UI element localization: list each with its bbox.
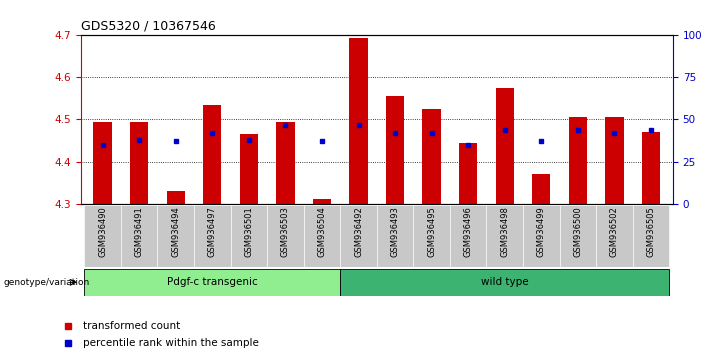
Bar (276, 121, 294, 204)
Bar (121, 205, 158, 267)
Text: wild type: wild type (481, 277, 529, 287)
Bar (606, 118, 624, 204)
Text: Pdgf-c transgenic: Pdgf-c transgenic (167, 277, 258, 287)
Text: GSM936496: GSM936496 (463, 207, 472, 257)
Text: GSM936490: GSM936490 (98, 207, 107, 257)
Bar (84, 269, 340, 296)
Bar (84, 205, 121, 267)
Text: GSM936497: GSM936497 (207, 207, 217, 257)
Bar (349, 38, 367, 204)
Text: GSM936502: GSM936502 (610, 207, 619, 257)
Bar (496, 88, 514, 204)
Bar (414, 205, 450, 267)
Bar (194, 205, 231, 267)
Bar (569, 118, 587, 204)
Bar (377, 205, 414, 267)
Bar (633, 205, 669, 267)
Text: GSM936503: GSM936503 (281, 207, 290, 257)
Text: GSM936498: GSM936498 (501, 207, 509, 257)
Text: GSM936494: GSM936494 (171, 207, 180, 257)
Text: GSM936499: GSM936499 (537, 207, 546, 257)
Bar (267, 205, 304, 267)
Bar (596, 205, 633, 267)
Bar (386, 96, 404, 204)
Text: GSM936501: GSM936501 (245, 207, 253, 257)
Bar (167, 191, 185, 204)
Bar (450, 205, 486, 267)
Bar (459, 143, 477, 204)
Text: transformed count: transformed count (83, 321, 180, 331)
Text: GSM936495: GSM936495 (427, 207, 436, 257)
Text: GSM936504: GSM936504 (318, 207, 327, 257)
Text: GSM936492: GSM936492 (354, 207, 363, 257)
Bar (340, 205, 377, 267)
Text: GDS5320 / 10367546: GDS5320 / 10367546 (81, 19, 215, 33)
Bar (642, 132, 660, 204)
Bar (313, 199, 331, 204)
Bar (304, 205, 340, 267)
Bar (93, 121, 111, 204)
Bar (231, 205, 267, 267)
Bar (523, 205, 559, 267)
Bar (532, 174, 550, 204)
Bar (240, 134, 258, 204)
Text: GSM936500: GSM936500 (573, 207, 583, 257)
Text: GSM936491: GSM936491 (135, 207, 144, 257)
Text: GSM936505: GSM936505 (646, 207, 655, 257)
Text: genotype/variation: genotype/variation (4, 278, 90, 287)
Bar (130, 121, 148, 204)
Bar (203, 105, 222, 204)
Text: percentile rank within the sample: percentile rank within the sample (83, 338, 259, 348)
Bar (559, 205, 596, 267)
Bar (486, 205, 523, 267)
Bar (158, 205, 194, 267)
Bar (340, 269, 669, 296)
Bar (423, 109, 441, 204)
Text: GSM936493: GSM936493 (390, 207, 400, 257)
